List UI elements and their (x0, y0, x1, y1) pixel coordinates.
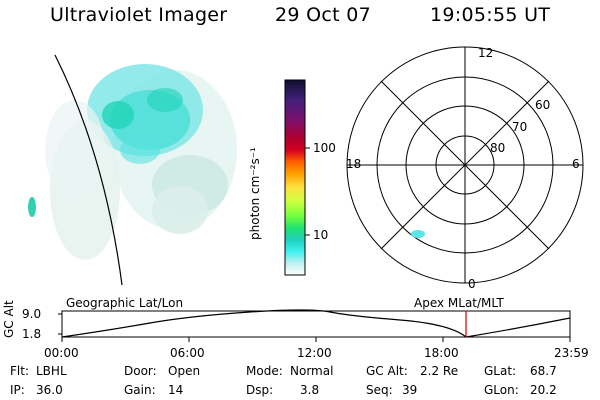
mlt-label-12: 12 (478, 46, 494, 60)
timeline-xtick-2359: 23:59 (554, 346, 589, 360)
timeline-xtick-0000: 00:00 (44, 346, 79, 360)
seq-label: Seq: (366, 383, 393, 397)
mlt-label-0: 0 (468, 277, 476, 291)
mode-label: Mode: (246, 364, 283, 378)
ip-label: IP: (10, 383, 25, 397)
lat-label-80: 80 (490, 141, 506, 155)
mlt-label-6: 6 (572, 157, 580, 171)
gain-value: 14 (168, 383, 184, 397)
ip-value: 36.0 (36, 383, 63, 397)
colorbar-unit-label: photon cm⁻²s⁻¹ (248, 147, 262, 240)
glon-value: 20.2 (530, 383, 557, 397)
door-value: Open (168, 364, 201, 378)
date-label: 29 Oct 07 (275, 4, 371, 26)
glon-label: GLon: (484, 383, 519, 397)
timeline-xtick-1800: 18:00 (424, 346, 459, 360)
mlt-label-18: 18 (346, 157, 362, 171)
gcalt-label: GC Alt: (366, 364, 408, 378)
gain-label: Gain: (124, 383, 156, 397)
dsp-value: 3.8 (300, 383, 320, 397)
door-label: Door: (124, 364, 157, 378)
timeline-ytick-1-8: 1.8 (22, 327, 42, 341)
auroral-image (28, 54, 237, 286)
lat-label-70: 70 (512, 120, 528, 134)
timeline-axis-label: GC Alt (2, 300, 16, 338)
lat-label-60: 60 (535, 98, 551, 112)
polar-plot (346, 46, 584, 284)
timeline-panel (58, 309, 571, 342)
timeline-xtick-0600: 06:00 (170, 346, 205, 360)
timeline-xtick-1200: 12:00 (297, 346, 332, 360)
flt-label: Flt: (10, 364, 29, 378)
seq-value: 39 (402, 383, 418, 397)
timeline-right-title: Apex MLat/MLT (414, 296, 504, 310)
timeline-ytick-9: 9.0 (22, 307, 42, 321)
color-bar (284, 79, 310, 276)
glat-value: 68.7 (530, 364, 557, 378)
dsp-label: Dsp: (246, 383, 274, 397)
mode-value: Normal (290, 364, 334, 378)
colorbar-tick-10: 10 (313, 228, 329, 242)
instrument-title: Ultraviolet Imager (50, 4, 228, 26)
time-label: 19:05:55 UT (430, 4, 551, 26)
flt-value: LBHL (36, 364, 67, 378)
colorbar-tick-100: 100 (313, 141, 336, 155)
gcalt-value: 2.2 Re (420, 364, 459, 378)
glat-label: GLat: (484, 364, 517, 378)
timeline-left-title: Geographic Lat/Lon (66, 296, 184, 310)
